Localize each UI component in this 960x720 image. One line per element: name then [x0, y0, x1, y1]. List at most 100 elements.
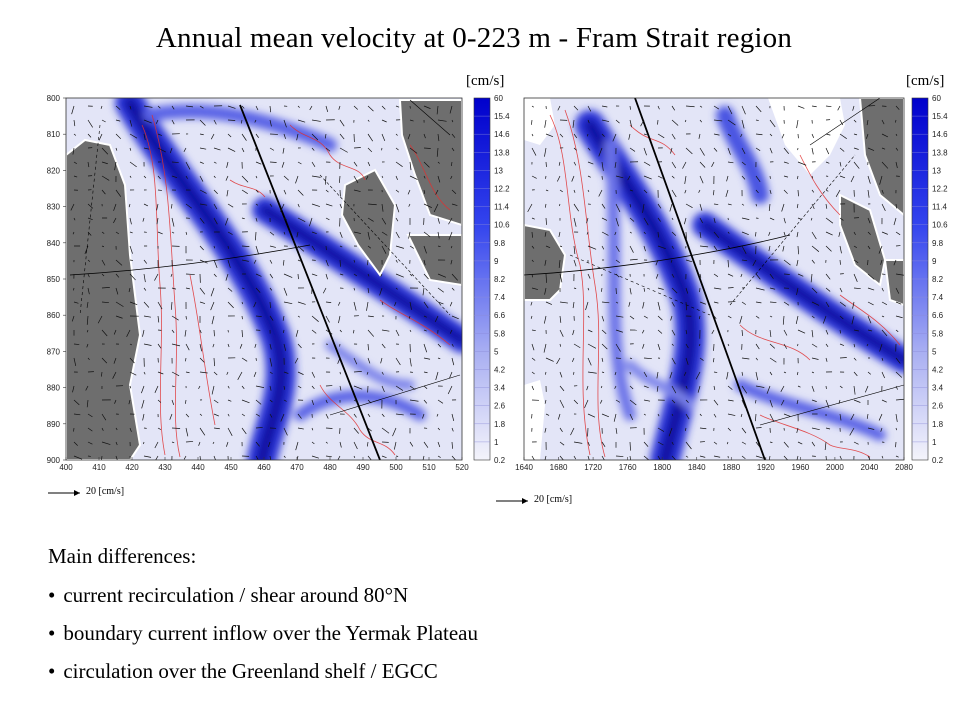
velocity-arrow [685, 357, 689, 365]
velocity-arrow [839, 119, 844, 126]
velocity-arrow [684, 427, 687, 432]
velocity-arrow [185, 287, 190, 290]
velocity-arrow [670, 259, 673, 263]
velocity-arrow [213, 357, 215, 367]
velocity-arrow [571, 175, 575, 182]
velocity-arrow [683, 371, 687, 376]
velocity-arrow [129, 385, 132, 389]
velocity-arrow [629, 258, 638, 261]
velocity-arrow [255, 105, 259, 111]
velocity-arrow [853, 371, 858, 377]
velocity-arrow [699, 231, 702, 238]
velocity-arrow [101, 231, 105, 234]
velocity-arrow [311, 119, 321, 122]
velocity-arrow [297, 105, 300, 108]
velocity-arrow [255, 399, 262, 405]
velocity-arrow [211, 385, 215, 395]
velocity-arrow [629, 147, 636, 152]
velocity-arrow [407, 133, 411, 140]
velocity-arrow [395, 273, 404, 278]
colorbar-tick-label: 6.6 [494, 311, 506, 320]
velocity-arrow [353, 231, 362, 234]
velocity-arrow [727, 203, 732, 206]
velocity-arrow [769, 413, 775, 423]
velocity-arrow [657, 217, 661, 222]
velocity-arrow [811, 147, 814, 155]
velocity-arrow [255, 427, 263, 429]
velocity-arrow [866, 133, 869, 139]
colorbar-tick-label: 15.4 [932, 112, 948, 121]
velocity-arrow [573, 441, 583, 444]
velocity-arrow [171, 441, 175, 444]
velocity-arrow [115, 189, 122, 197]
velocity-arrow [101, 371, 103, 377]
velocity-arrow [881, 315, 885, 318]
velocity-arrow [531, 245, 535, 249]
velocity-arrow [684, 119, 687, 123]
velocity-arrow [741, 385, 748, 394]
velocity-arrow [795, 315, 799, 324]
velocity-arrow [115, 315, 123, 319]
velocity-arrow [353, 189, 361, 192]
y-tick-label: 830 [47, 203, 61, 212]
velocity-arrow [584, 399, 589, 409]
velocity-arrow [225, 175, 229, 181]
velocity-arrow [185, 161, 191, 170]
velocity-arrow [437, 133, 440, 142]
velocity-arrow [895, 455, 899, 458]
velocity-arrow [755, 273, 761, 280]
velocity-arrow [71, 315, 75, 322]
velocity-arrow [727, 385, 733, 390]
velocity-arrow [184, 329, 187, 337]
velocity-arrow [713, 399, 719, 406]
velocity-arrow [695, 371, 701, 380]
velocity-arrow [70, 203, 75, 211]
velocity-arrow [353, 441, 358, 450]
velocity-arrow [768, 231, 771, 236]
velocity-arrow [409, 273, 413, 277]
colorbar-tick-label: 10.6 [932, 221, 948, 230]
velocity-arrow [853, 385, 856, 395]
velocity-arrow [449, 105, 453, 114]
velocity-arrow [741, 399, 746, 408]
velocity-arrow [643, 399, 651, 402]
velocity-arrow [881, 287, 884, 292]
velocity-arrow [586, 217, 589, 224]
velocity-arrow [381, 217, 387, 225]
velocity-arrow [615, 119, 620, 124]
velocity-arrow [727, 413, 736, 416]
velocity-arrow [837, 105, 841, 111]
velocity-arrow [157, 315, 160, 323]
velocity-arrow [853, 245, 857, 248]
velocity-arrow [713, 189, 715, 196]
velocity-arrow [311, 329, 317, 334]
velocity-arrow [451, 427, 454, 432]
velocity-arrow [769, 133, 773, 137]
x-tick-label: 500 [389, 463, 403, 472]
velocity-arrow [339, 273, 344, 276]
y-tick-label: 840 [47, 239, 61, 248]
velocity-arrow [224, 217, 229, 226]
velocity-arrow [839, 217, 844, 221]
velocity-arrow [241, 329, 243, 338]
velocity-arrow [685, 105, 695, 108]
velocity-arrow [531, 259, 534, 263]
velocity-arrow [185, 441, 194, 443]
velocity-arrow [255, 189, 259, 193]
velocity-arrow [353, 357, 358, 365]
x-tick-label: 1720 [584, 463, 602, 472]
velocity-arrow [531, 273, 533, 278]
velocity-arrow [434, 315, 439, 322]
velocity-arrow [367, 329, 375, 337]
velocity-arrow [895, 273, 904, 276]
velocity-arrow [713, 147, 718, 152]
velocity-arrow [129, 161, 137, 168]
velocity-arrow [115, 119, 121, 122]
velocity-arrow [241, 133, 247, 141]
velocity-arrow [810, 217, 813, 221]
velocity-arrow [451, 287, 455, 291]
velocity-arrow [185, 343, 190, 351]
velocity-arrow [755, 455, 764, 459]
velocity-arrow [367, 399, 372, 404]
velocity-arrow [531, 455, 535, 460]
